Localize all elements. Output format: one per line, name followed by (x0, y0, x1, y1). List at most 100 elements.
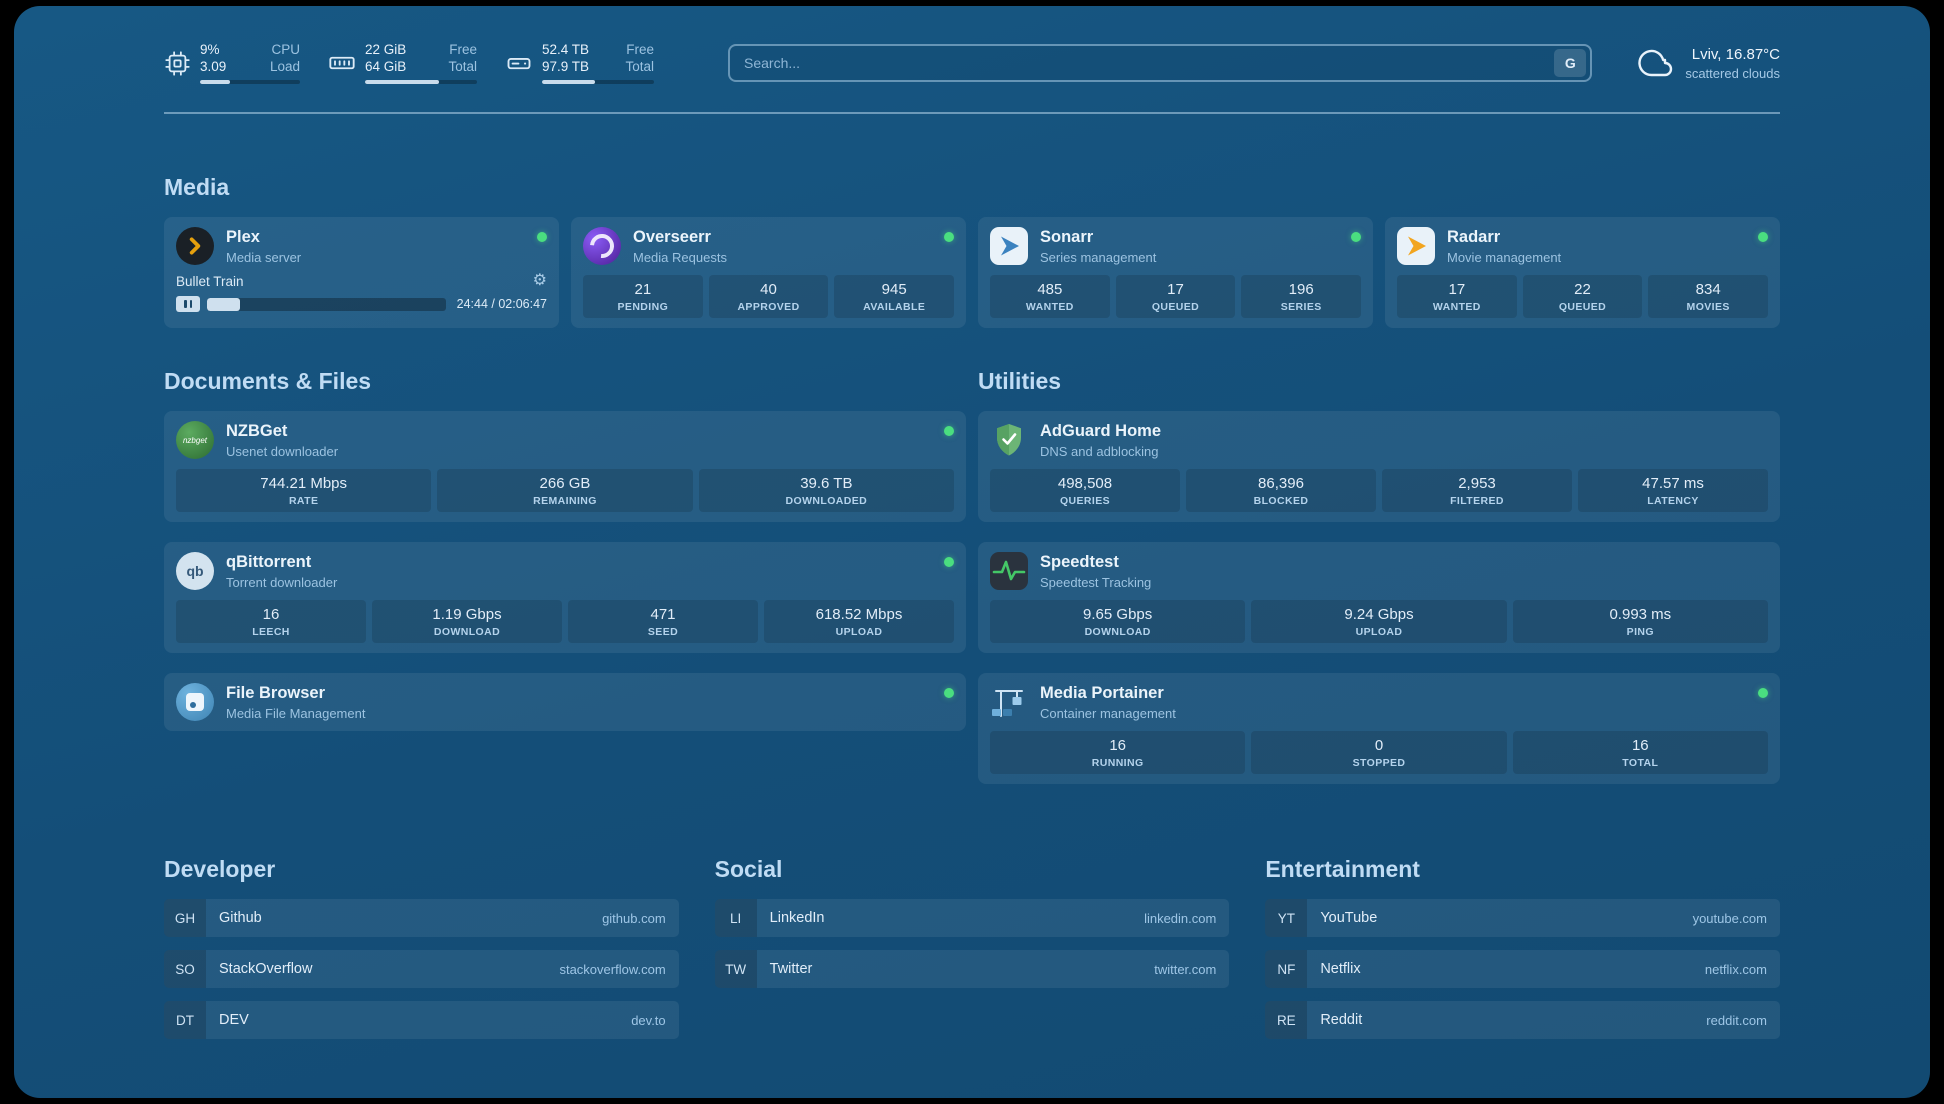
bookmark-group-social: Social LI LinkedIn linkedin.com TW Twitt… (714, 804, 1230, 1001)
section-heading-utilities: Utilities (978, 368, 1062, 395)
service-card-portainer[interactable]: Media Portainer Container management 16 R… (978, 673, 1780, 785)
search-input[interactable] (730, 55, 1555, 72)
memory-widget: 22 GiB Free 64 GiB Total (328, 42, 477, 85)
section-heading-media: Media (164, 174, 230, 201)
bookmark-abbr: SO (164, 950, 206, 989)
gear-icon[interactable]: ⚙ (532, 272, 547, 290)
stat-queued: 17 QUEUED (1115, 275, 1236, 319)
service-title: Speedtest (1040, 552, 1119, 571)
bookmark-name: Netflix (1320, 961, 1361, 978)
service-title: AdGuard Home (1040, 421, 1162, 440)
stat-upload: 9.24 Gbps UPLOAD (1251, 600, 1507, 644)
service-card-speedtest[interactable]: Speedtest Speedtest Tracking 9.65 Gbps DO… (978, 542, 1780, 654)
dashboard: 9% CPU 3.09 Load 22 GiB Free 64 GiB Total (14, 6, 1930, 1098)
radarr-icon (1397, 227, 1435, 266)
search-provider-button[interactable]: G (1554, 49, 1587, 78)
bookmark-abbr: DT (164, 1001, 206, 1040)
stat-remaining: 266 GB REMAINING (437, 469, 693, 513)
cpu-load-label: Load (269, 58, 300, 74)
qbittorrent-icon: qb (176, 552, 214, 591)
speedtest-icon (990, 552, 1028, 591)
memory-icon (328, 49, 356, 77)
service-card-plex[interactable]: Plex Media server Bullet Train ⚙ 24:44 /… (164, 217, 559, 329)
bookmark-abbr: GH (164, 899, 206, 938)
bookmark-name: YouTube (1320, 910, 1378, 927)
service-title: Plex (226, 227, 260, 246)
service-subtitle: Series management (1040, 249, 1157, 265)
status-dot (944, 557, 954, 568)
memory-free: 22 GiB (365, 42, 407, 57)
status-dot (1351, 232, 1361, 243)
service-subtitle: Media Requests (633, 249, 727, 265)
service-card-adguard[interactable]: AdGuard Home DNS and adblocking 498,508 Q… (978, 411, 1780, 523)
bookmark-name: StackOverflow (219, 961, 313, 978)
bookmark-reddit[interactable]: RE Reddit reddit.com (1265, 1001, 1780, 1040)
now-playing-title: Bullet Train (176, 273, 244, 289)
sonarr-icon (990, 227, 1028, 266)
service-subtitle: Torrent downloader (226, 574, 338, 590)
disk-total-label: Total (625, 58, 654, 74)
bookmark-linkedin[interactable]: LI LinkedIn linkedin.com (714, 899, 1230, 938)
bookmark-abbr: YT (1265, 899, 1308, 938)
service-title: Media Portainer (1040, 683, 1164, 702)
service-title: Radarr (1447, 227, 1501, 246)
service-title: File Browser (226, 683, 326, 702)
header-divider (164, 112, 1780, 115)
service-card-filebrowser[interactable]: File Browser Media File Management (164, 673, 966, 732)
bookmark-url: reddit.com (1706, 1012, 1767, 1028)
memory-total-label: Total (448, 58, 477, 74)
service-card-sonarr[interactable]: Sonarr Series management 485 WANTED 17 QUE… (978, 217, 1373, 329)
stat-rate: 744.21 Mbps RATE (176, 469, 432, 513)
stat-leech: 16 LEECH (176, 600, 366, 644)
bookmark-abbr: NF (1265, 950, 1308, 989)
search-bar: G (728, 44, 1593, 83)
media-grid: Plex Media server Bullet Train ⚙ 24:44 /… (164, 217, 1780, 329)
status-dot (944, 688, 954, 699)
disk-free: 52.4 TB (542, 42, 590, 57)
service-card-qbittorrent[interactable]: qb qBittorrent Torrent downloader 16 LEEC… (164, 542, 966, 654)
status-dot (1758, 232, 1768, 243)
service-subtitle: Movie management (1447, 249, 1562, 265)
cpu-progressbar (200, 79, 300, 85)
memory-free-label: Free (449, 42, 477, 57)
bookmark-url: dev.to (631, 1012, 666, 1028)
bookmark-group-entertainment: Entertainment YT YouTube youtube.com NF … (1265, 804, 1780, 1052)
service-title: NZBGet (226, 421, 288, 440)
bookmark-group-developer: Developer GH Github github.com SO StackO… (164, 804, 679, 1052)
status-dot (944, 232, 954, 243)
service-subtitle: Media server (226, 249, 302, 265)
bookmark-stackoverflow[interactable]: SO StackOverflow stackoverflow.com (164, 950, 679, 989)
stat-downloaded: 39.6 TB DOWNLOADED (698, 469, 954, 513)
disk-icon (505, 49, 533, 77)
bookmark-name: LinkedIn (769, 910, 825, 927)
bookmark-abbr: TW (714, 950, 757, 989)
bookmark-url: youtube.com (1692, 910, 1767, 926)
stat-total: 16 TOTAL (1512, 731, 1768, 775)
service-card-overseerr[interactable]: Overseerr Media Requests 21 PENDING 40 APP… (571, 217, 966, 329)
cpu-widget: 9% CPU 3.09 Load (164, 42, 300, 85)
bookmark-abbr: LI (714, 899, 757, 938)
pause-button[interactable] (176, 296, 200, 313)
service-card-radarr[interactable]: Radarr Movie management 17 WANTED 22 QUEUE… (1385, 217, 1780, 329)
bookmark-github[interactable]: GH Github github.com (164, 899, 679, 938)
stat-movies: 834 MOVIES (1648, 275, 1769, 319)
bookmark-name: Github (219, 910, 262, 927)
bookmark-youtube[interactable]: YT YouTube youtube.com (1265, 899, 1780, 938)
status-dot (537, 232, 547, 243)
bookmark-dev[interactable]: DT DEV dev.to (164, 1001, 679, 1040)
cpu-usage-label: CPU (271, 42, 300, 57)
stat-pending: 21 PENDING (583, 275, 703, 319)
service-card-nzbget[interactable]: nzbget NZBGet Usenet downloader 744.21 M… (164, 411, 966, 523)
section-heading-developer: Developer (164, 856, 276, 883)
stat-wanted: 485 WANTED (990, 275, 1110, 319)
weather-widget: Lviv, 16.87°C scattered clouds (1638, 45, 1780, 81)
status-dot (944, 426, 954, 437)
stat-upload: 618.52 Mbps UPLOAD (764, 600, 954, 644)
stat-download: 1.19 Gbps DOWNLOAD (372, 600, 562, 644)
bookmark-abbr: RE (1265, 1001, 1308, 1040)
playback-progressbar[interactable] (207, 297, 446, 311)
disk-total: 97.9 TB (542, 58, 590, 74)
bookmark-twitter[interactable]: TW Twitter twitter.com (714, 950, 1230, 989)
documents-column: Documents & Files nzbget NZBGet Usenet d… (164, 328, 966, 751)
bookmark-netflix[interactable]: NF Netflix netflix.com (1265, 950, 1780, 989)
